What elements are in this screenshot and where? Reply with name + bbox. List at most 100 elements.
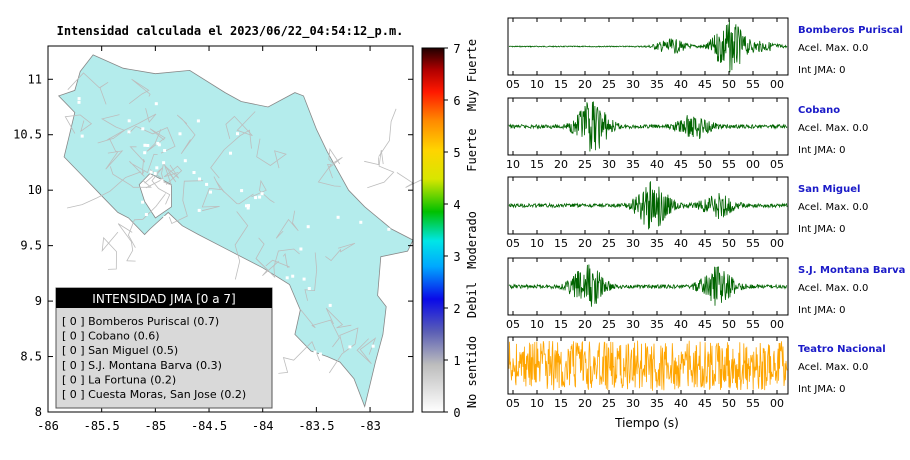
map-x-tick-label: -84.5: [191, 419, 227, 433]
waveform-panel: 05 10 15 20 25 30 35 40 45 50 55 00 Bomberos Purisca…: [506, 17, 903, 91]
waveform-tick-label: 55: [746, 237, 760, 250]
waveform-tick-label: 15: [530, 158, 544, 171]
station-accel-max: Acel. Max. 0.0: [798, 202, 868, 213]
station-int-jma: Int JMA: 0: [798, 145, 846, 156]
map-x-axis: -86 -85.5 -85 -84.5 -84 -83.5 -83: [37, 46, 381, 433]
map-y-axis: 11 10.5 10 9.5 9 8.5 8: [13, 72, 413, 419]
colorbar-tick-label: 4: [453, 198, 460, 212]
waveform-tick-label: 20: [578, 318, 592, 331]
waveform-tick-label: 35: [650, 318, 664, 331]
settlement-markers: [77, 97, 393, 366]
waveform-tick-label: 30: [626, 318, 640, 331]
waveform-tick-label: 40: [674, 397, 688, 410]
station-int-jma: Int JMA: 0: [798, 224, 846, 235]
waveform-tick-label: 25: [602, 397, 616, 410]
legend-item: [ 0 ] Cobano (0.6): [62, 330, 159, 343]
waveform-tick-label: 05: [506, 78, 520, 91]
waveform-tick-label: 50: [722, 237, 736, 250]
map-y-tick-label: 11: [28, 72, 42, 86]
map-y-tick-label: 8.5: [20, 350, 42, 364]
colorbar-tick-label: 6: [453, 94, 460, 108]
waveform-tick-label: 00: [770, 318, 784, 331]
waveform-tick-label: 05: [506, 397, 520, 410]
colorbar-tick-label: 3: [453, 250, 460, 264]
waveform-tick-label: 40: [674, 318, 688, 331]
waveform-tick-label: 50: [722, 78, 736, 91]
colorbar-category-label: Muy Fuerte: [465, 39, 479, 111]
map-frame: [47, 45, 414, 413]
station-name: San Miguel: [798, 184, 860, 195]
waveform-tick-label: 15: [554, 397, 568, 410]
waveform-tick-label: 15: [554, 318, 568, 331]
waveform-tick-label: 35: [650, 397, 664, 410]
station-name: Cobano: [798, 105, 840, 116]
waveform-tick-label: 45: [698, 237, 712, 250]
map-x-tick-label: -85: [145, 419, 167, 433]
station-accel-max: Acel. Max. 0.0: [798, 43, 868, 54]
map-y-tick-label: 10.5: [13, 128, 42, 142]
waveform-tick-label: 50: [722, 397, 736, 410]
legend-item: [ 0 ] Cuesta Moras, San Jose (0.2): [62, 388, 246, 401]
intensity-colorbar: 7 6 5 4 3 2 1 0 Muy Fuerte Fuerte Moderado Debil No…: [421, 39, 479, 420]
colorbar-gradient: [421, 47, 445, 413]
waveform-tick-label: 35: [650, 237, 664, 250]
station-name: S.J. Montana Barva: [798, 265, 905, 276]
map-y-tick-label: 8: [35, 405, 42, 419]
waveform-trace: [508, 181, 788, 230]
waveform-tick-label: 10: [530, 78, 544, 91]
waveform-tick-label: 05: [770, 158, 784, 171]
waveform-trace: [508, 340, 788, 391]
waveform-trace: [508, 19, 788, 73]
colorbar-category-label: Moderado: [465, 211, 479, 269]
map-y-tick-label: 10: [28, 183, 42, 197]
waveform-tick-label: 00: [770, 237, 784, 250]
waveform-tick-label: 25: [578, 158, 592, 171]
waveform-trace: [508, 101, 788, 152]
waveform-tick-label: 55: [722, 158, 736, 171]
colorbar-tick-label: 5: [453, 146, 460, 160]
intensity-legend: INTENSIDAD JMA [0 a 7] [ 0 ] Bomberos Pu…: [55, 287, 273, 409]
waveform-tick-label: 05: [506, 318, 520, 331]
waveform-tick-label: 45: [674, 158, 688, 171]
waveform-tick-label: 40: [674, 78, 688, 91]
waveform-trace: [508, 264, 788, 307]
waveform-tick-label: 15: [554, 78, 568, 91]
map-x-tick-label: -84: [252, 419, 274, 433]
waveform-tick-label: 30: [626, 78, 640, 91]
colorbar-category-label: Fuerte: [465, 128, 479, 171]
waveform-panel: 05 10 15 20 25 30 35 40 45 50 55 00 San Miguel Acel. …: [506, 176, 868, 250]
waveform-tick-label: 00: [770, 397, 784, 410]
waveform-tick-label: 40: [674, 237, 688, 250]
waveform-tick-label: 20: [578, 397, 592, 410]
waveform-tick-label: 10: [506, 158, 520, 171]
waveform-panel: 05 10 15 20 25 30 35 40 45 50 55 00 S.J. Montana Bar…: [506, 257, 905, 331]
waveform-tick-label: 00: [746, 158, 760, 171]
station-int-jma: Int JMA: 0: [798, 384, 846, 395]
legend-title: INTENSIDAD JMA [0 a 7]: [92, 292, 235, 306]
waveform-tick-label: 45: [698, 318, 712, 331]
colorbar-tick-label: 1: [453, 354, 460, 368]
legend-header: [56, 288, 272, 308]
legend-item: [ 0 ] La Fortuna (0.2): [62, 373, 176, 386]
waveform-tick-label: 05: [506, 237, 520, 250]
waveform-tick-label: 55: [746, 318, 760, 331]
waveform-tick-label: 10: [530, 397, 544, 410]
waveform-tick-label: 10: [530, 237, 544, 250]
waveform-tick-label: 00: [770, 78, 784, 91]
station-name: Teatro Nacional: [798, 344, 886, 355]
waveform-tick-label: 30: [602, 158, 616, 171]
colorbar-tick-label: 2: [453, 302, 460, 316]
waveform-tick-label: 25: [602, 78, 616, 91]
waveform-tick-label: 20: [578, 237, 592, 250]
waveform-tick-label: 20: [578, 78, 592, 91]
station-name: Bomberos Puriscal: [798, 25, 903, 36]
station-accel-max: Acel. Max. 0.0: [798, 362, 868, 373]
waveform-tick-label: 35: [650, 78, 664, 91]
waveform-tick-label: 35: [626, 158, 640, 171]
waveform-tick-label: 55: [746, 78, 760, 91]
station-int-jma: Int JMA: 0: [798, 65, 846, 76]
waveform-tick-label: 40: [650, 158, 664, 171]
station-int-jma: Int JMA: 0: [798, 305, 846, 316]
map-x-tick-label: -86: [37, 419, 59, 433]
map-x-tick-label: -85.5: [84, 419, 120, 433]
